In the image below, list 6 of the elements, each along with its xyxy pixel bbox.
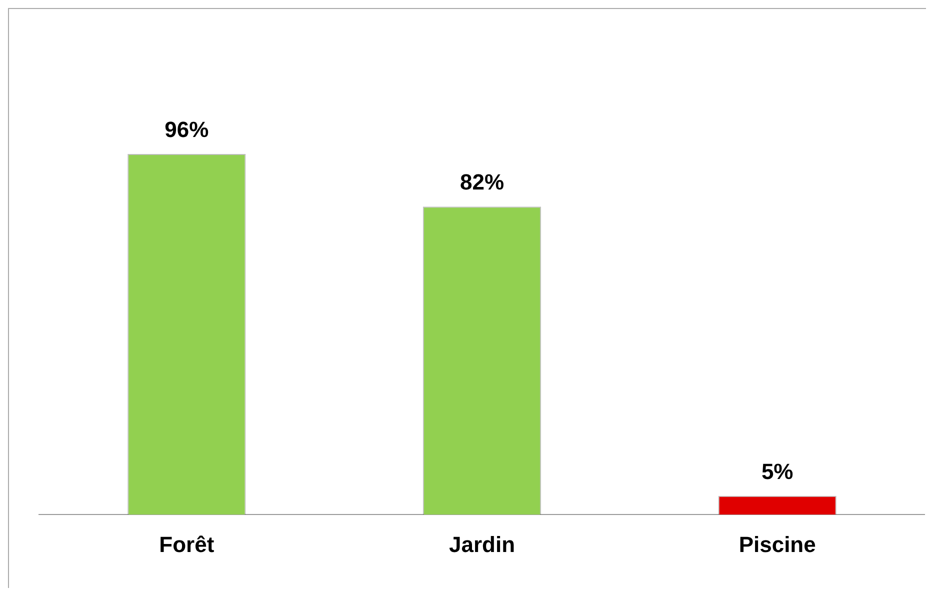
data-label: 96% — [164, 117, 209, 142]
x-tick-label: Jardin — [448, 532, 516, 557]
x-tick-label: Forêt — [159, 532, 215, 557]
data-label: 82% — [460, 170, 504, 195]
data-label: 5% — [761, 458, 794, 484]
x-tick-label: Piscine — [738, 532, 816, 557]
